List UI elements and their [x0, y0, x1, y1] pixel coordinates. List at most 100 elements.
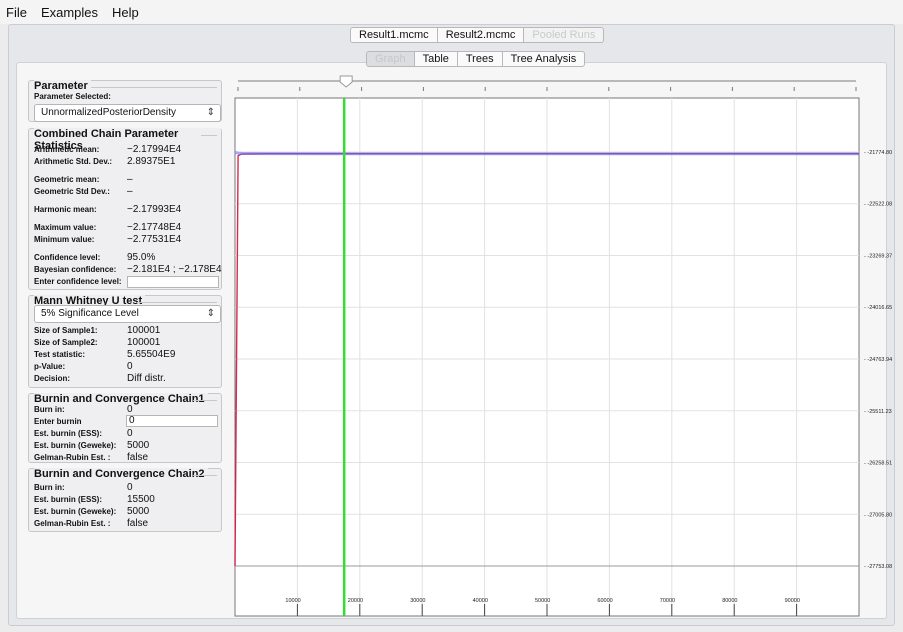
stat-value: 95.0%: [127, 252, 156, 263]
menubar: File Examples Help: [0, 0, 903, 24]
x-tick-label: 90000: [785, 598, 800, 604]
chain1-label: Est. burnin (ESS):: [34, 429, 102, 438]
y-tick-label: - -24763.94: [864, 357, 892, 363]
burnin-input[interactable]: 0: [126, 415, 218, 427]
stat-row: Geometric Std Dev.: –: [34, 186, 222, 199]
parameter-select[interactable]: UnnormalizedPosteriorDensity ⇕: [34, 104, 221, 122]
chain1-value: false: [127, 452, 149, 463]
chain2-label: Gelman-Rubin Est. :: [34, 519, 111, 528]
menu-help[interactable]: Help: [112, 4, 139, 20]
enter-confidence-label: Enter confidence level:: [34, 277, 122, 286]
stats-group: Combined Chain Parameter Statistics Arit…: [28, 128, 222, 290]
group-border: [137, 302, 217, 303]
stat-label: Maximum value:: [34, 223, 97, 232]
chain2-value: 5000: [127, 506, 150, 517]
menu-examples[interactable]: Examples: [40, 4, 99, 20]
stat-row: Arithmetic Std. Dev.: 2.89375E1: [34, 156, 222, 169]
tab-pooled-runs[interactable]: Pooled Runs: [523, 27, 605, 43]
chain2-row: Gelman-Rubin Est. : false: [34, 518, 222, 531]
stat-value: −2.17993E4: [127, 204, 182, 215]
updown-arrows-icon: ⇕: [206, 107, 215, 118]
tab-graph[interactable]: Graph: [366, 51, 415, 67]
series-line-chain2: [234, 150, 859, 156]
chain2-row: Est. burnin (Geweke): 5000: [34, 506, 222, 519]
significance-select[interactable]: 5% Significance Level ⇕: [34, 305, 221, 323]
chain1-label: Gelman-Rubin Est. :: [34, 453, 111, 462]
stat-label: Arithmetic Std. Dev.:: [34, 157, 113, 166]
mw-label: Size of Sample2:: [34, 338, 98, 347]
menu-file[interactable]: File: [6, 4, 27, 20]
stat-row: Maximum value: −2.17748E4: [34, 222, 222, 235]
tab-result2[interactable]: Result2.mcmc: [436, 27, 525, 43]
x-tick-label: 60000: [597, 598, 612, 604]
group-border: [201, 135, 217, 136]
tab-tree-analysis[interactable]: Tree Analysis: [501, 51, 586, 67]
mw-row: Test statistic: 5.65504E9: [34, 349, 222, 362]
mw-row: Size of Sample1: 100001: [34, 325, 222, 338]
group-border: [193, 475, 217, 476]
stat-row: Harmonic mean: −2.17993E4: [34, 204, 222, 217]
confidence-level-input[interactable]: [127, 276, 219, 288]
trace-plot: - -21774.80 - -22522.08 - -23269.37 - -2401…: [234, 97, 892, 617]
stat-label: Minimum value:: [34, 235, 95, 244]
y-tick-label: - -27753.08: [864, 564, 892, 570]
tab-trees[interactable]: Trees: [456, 51, 503, 67]
y-tick-label: - -21774.80: [864, 150, 892, 156]
burnin-slider[interactable]: [236, 74, 858, 94]
mw-label: Test statistic:: [34, 350, 85, 359]
chain1-group: Burnin and Convergence Chain1 Burn in: 0 …: [28, 393, 222, 463]
chain1-row: Burn in: 0: [34, 404, 222, 417]
mw-value: 100001: [127, 325, 161, 336]
x-tick-label: 40000: [473, 598, 488, 604]
y-tick-label: - -24016.65: [864, 305, 892, 311]
parameter-selected-row: Parameter Selected:: [34, 92, 222, 104]
stat-value: 2.89375E1: [127, 156, 176, 167]
stat-row: Arithmetic mean: −2.17994E4: [34, 144, 222, 157]
enter-confidence-row: Enter confidence level:: [34, 277, 222, 289]
mw-row: p-Value: 0: [34, 361, 222, 374]
x-tick-label: 50000: [535, 598, 550, 604]
stat-label: Geometric mean:: [34, 175, 100, 184]
stat-label: Harmonic mean:: [34, 205, 97, 214]
enter-burnin-label: Enter burnin: [34, 417, 82, 426]
mw-label: p-Value:: [34, 362, 66, 371]
mw-value: 100001: [127, 337, 161, 348]
mw-row: Size of Sample2: 100001: [34, 337, 222, 350]
burn-in-label: Burn in:: [34, 405, 65, 414]
mann-whitney-title: Mann Whitney U test: [34, 295, 146, 307]
y-tick-label: - -27005.80: [864, 512, 892, 518]
x-tick-label: 80000: [722, 598, 737, 604]
mw-value: 5.65504E9: [127, 349, 176, 360]
stat-label: Confidence level:: [34, 253, 101, 262]
chain1-value: 5000: [127, 440, 150, 451]
stat-row: Confidence level: 95.0%: [34, 252, 222, 265]
chain1-label: Est. burnin (Geweke):: [34, 441, 117, 450]
burn-in-value: 0: [127, 404, 133, 415]
view-tabs: Graph Table Trees Tree Analysis: [366, 51, 586, 67]
stat-label: Bayesian confidence:: [34, 265, 117, 274]
chain2-label: Est. burnin (ESS):: [34, 495, 102, 504]
stat-value: −2.17748E4: [127, 222, 182, 233]
chain2-label: Burn in:: [34, 483, 65, 492]
stats-title: Combined Chain Parameter Statistics: [34, 128, 221, 152]
mw-value: Diff distr.: [127, 373, 166, 384]
chain1-row: Est. burnin (Geweke): 5000: [34, 440, 222, 453]
parameter-selected-label: Parameter Selected:: [34, 92, 111, 101]
y-tick-label: - -23269.37: [864, 254, 892, 260]
stat-value: −2.17994E4: [127, 144, 182, 155]
stat-row: Bayesian confidence: −2.181E4 ; −2.178E4: [34, 264, 222, 277]
chain1-row: Enter burnin: [34, 417, 222, 429]
y-tick-label: - -25511.23: [864, 409, 892, 415]
group-border: [91, 87, 217, 88]
stat-value: −2.181E4 ; −2.178E4: [127, 264, 222, 275]
chain1-row: Gelman-Rubin Est. : false: [34, 452, 222, 465]
x-tick-label: 70000: [660, 598, 675, 604]
stat-label: Geometric Std Dev.:: [34, 187, 110, 196]
tab-table[interactable]: Table: [413, 51, 458, 67]
tab-result1[interactable]: Result1.mcmc: [350, 27, 438, 43]
chain1-row: Est. burnin (ESS): 0: [34, 428, 222, 441]
slider-thumb[interactable]: [339, 75, 353, 88]
significance-select-value: 5% Significance Level: [41, 308, 139, 319]
y-tick-label: - -22522.08: [864, 202, 892, 208]
